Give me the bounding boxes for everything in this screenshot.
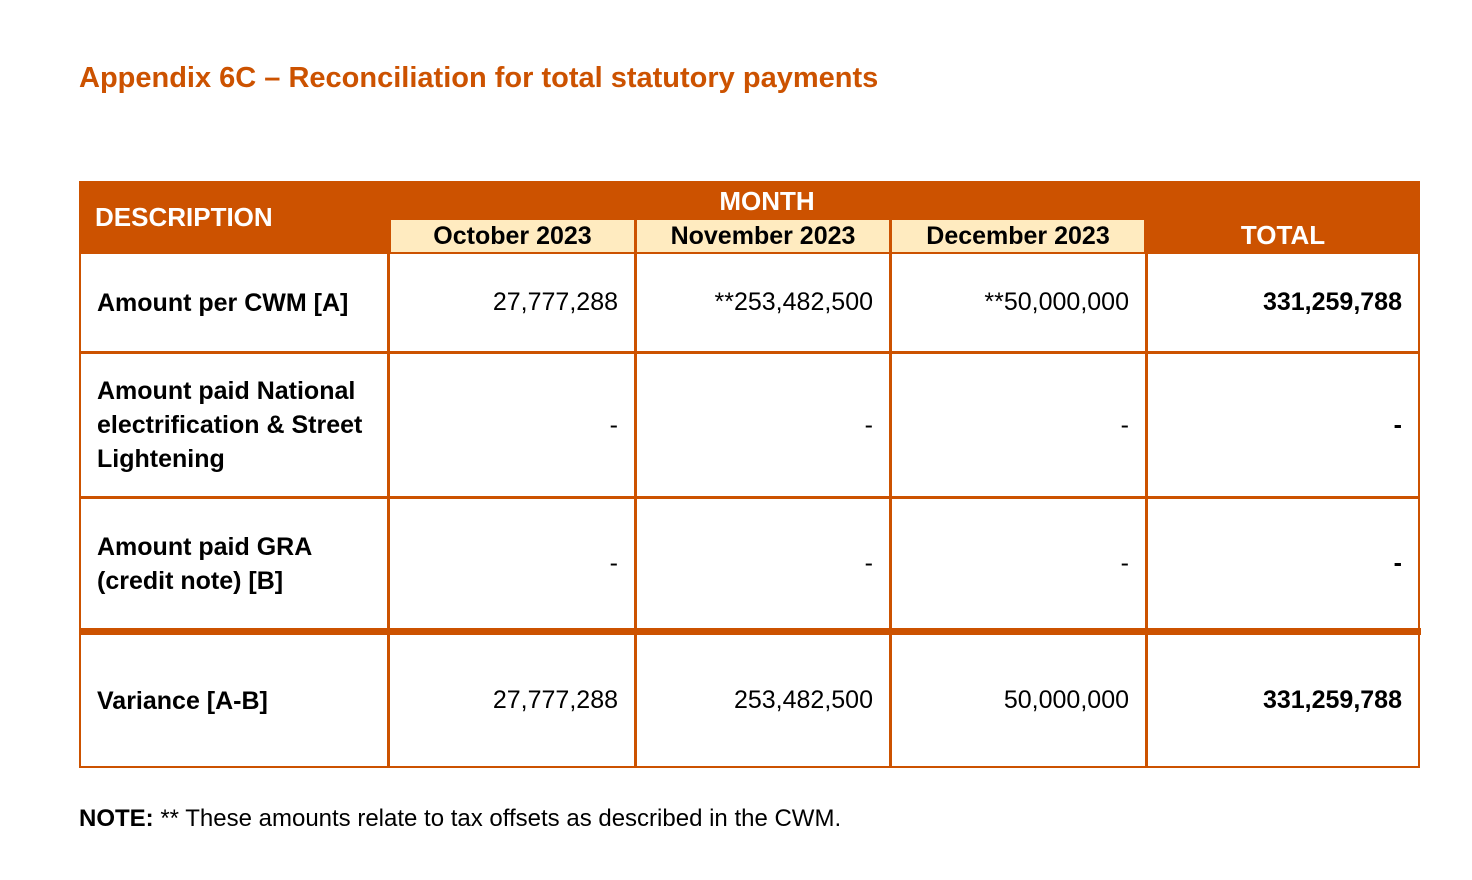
cell-value: 27,777,288 — [388, 252, 636, 353]
footnote: NOTE: ** These amounts relate to tax off… — [79, 805, 841, 833]
header-description: DESCRIPTION — [79, 181, 389, 253]
total-divider — [79, 628, 1421, 635]
cell-value: - — [890, 497, 1147, 630]
cell-value: 253,482,500 — [635, 633, 891, 768]
cell-value: **253,482,500 — [635, 252, 891, 353]
cell-value: - — [635, 497, 891, 630]
header-month-october: October 2023 — [389, 218, 636, 253]
header-total: TOTAL — [1146, 218, 1420, 253]
cell-value: **50,000,000 — [890, 252, 1147, 353]
cell-value: - — [388, 352, 636, 498]
cell-value: - — [635, 352, 891, 498]
header-month: MONTH — [388, 181, 1146, 218]
cell-value: 27,777,288 — [388, 633, 636, 768]
header-month-december: December 2023 — [890, 218, 1146, 253]
cell-total: 331,259,788 — [1146, 252, 1420, 353]
cell-value: - — [388, 497, 636, 630]
cell-total: - — [1146, 352, 1420, 498]
cell-value: - — [890, 352, 1147, 498]
row-label: Variance [A-B] — [79, 633, 389, 768]
cell-total: 331,259,788 — [1146, 633, 1420, 768]
row-label: Amount per CWM [A] — [79, 252, 389, 353]
row-label: Amount paid GRA (credit note) [B] — [79, 497, 389, 630]
note-label: NOTE: — [79, 805, 154, 832]
page-title: Appendix 6C – Reconciliation for total s… — [79, 62, 879, 94]
cell-value: 50,000,000 — [890, 633, 1147, 768]
note-text: ** These amounts relate to tax offsets a… — [153, 805, 842, 832]
header-month-november: November 2023 — [635, 218, 891, 253]
row-label: Amount paid National electrification & S… — [79, 352, 389, 498]
cell-total: - — [1146, 497, 1420, 630]
